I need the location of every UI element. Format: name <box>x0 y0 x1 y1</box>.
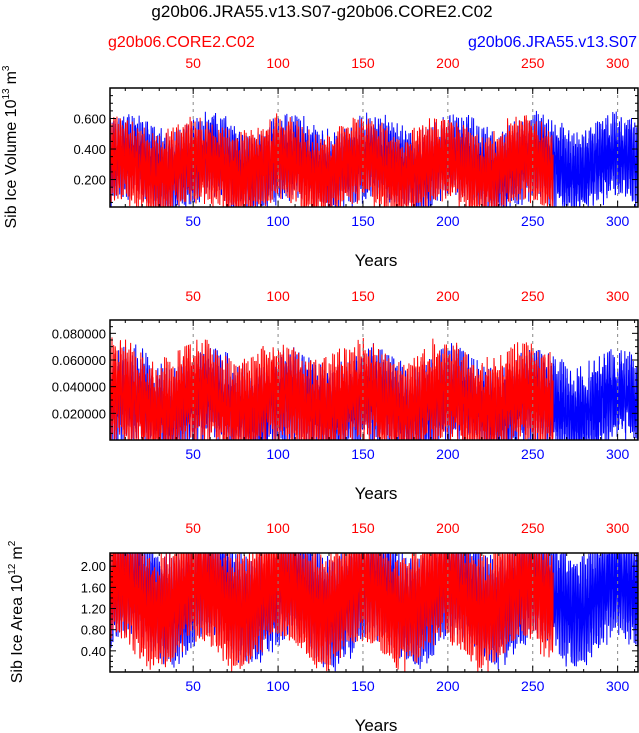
x-tick-label-bottom: 300 <box>606 678 630 694</box>
x-tick-label-bottom: 50 <box>185 213 201 229</box>
y-tick-label: 0.400 <box>73 142 106 157</box>
x-tick-label-top: 200 <box>436 55 460 71</box>
x-tick-label-top: 300 <box>606 55 630 71</box>
x-tick-label-bottom: 300 <box>606 446 630 462</box>
y-tick-label: 2.00 <box>81 559 106 574</box>
x-tick-label-top: 250 <box>521 55 545 71</box>
x-tick-label-bottom: 300 <box>606 213 630 229</box>
plot-frame <box>109 552 639 673</box>
x-tick-label-top: 200 <box>436 288 460 304</box>
x-tick-label-bottom: 100 <box>266 446 290 462</box>
x-tick-label-top: 200 <box>436 520 460 536</box>
x-tick-label-top: 300 <box>606 520 630 536</box>
x-tick-label-bottom: 150 <box>351 446 375 462</box>
x-tick-label-bottom: 50 <box>185 678 201 694</box>
x-tick-label-top: 150 <box>351 288 375 304</box>
x-tick-label-bottom: 100 <box>266 213 290 229</box>
x-tick-label-bottom: 250 <box>521 213 545 229</box>
y-tick-label: 0.040000 <box>52 380 106 395</box>
series-line-red <box>110 113 554 207</box>
x-tick-label-bottom: 100 <box>266 678 290 694</box>
y-tick-label: 1.20 <box>81 602 106 617</box>
x-tick-label-top: 50 <box>185 288 201 304</box>
x-tick-label-top: 250 <box>521 288 545 304</box>
x-tick-label-bottom: 200 <box>436 213 460 229</box>
x-tick-label-bottom: 250 <box>521 678 545 694</box>
x-tick-label-bottom: 150 <box>351 678 375 694</box>
series-line-red <box>110 553 554 672</box>
x-tick-label-top: 150 <box>351 55 375 71</box>
x-axis-label: Years <box>355 251 398 270</box>
x-tick-label-top: 100 <box>266 55 290 71</box>
y-tick-label: 0.80 <box>81 623 106 638</box>
legend-left-label: g20b06.CORE2.C02 <box>108 34 255 51</box>
y-tick-label: 0.200 <box>73 173 106 188</box>
chart-panel-3: 50 100 150 200 250 300 50 100 150 200 250 300 0.40 0.… <box>7 520 639 733</box>
y-tick-label: 0.020000 <box>52 406 106 421</box>
y-axis-label: Sib Ice Area 1012m2 <box>7 540 26 683</box>
x-tick-label-bottom: 250 <box>521 446 545 462</box>
plot-frame <box>109 87 639 208</box>
chart-panel-1: 50 100 150 200 250 300 50 100 150 200 250 300 0.200 0… <box>1 55 639 270</box>
x-tick-label-bottom: 200 <box>436 446 460 462</box>
x-tick-label-top: 100 <box>266 288 290 304</box>
x-axis-label: Years <box>355 484 398 503</box>
legend-right-label: g20b06.JRA55.v13.S07 <box>468 34 637 51</box>
y-tick-label: 0.060000 <box>52 353 106 368</box>
x-tick-label-bottom: 50 <box>185 446 201 462</box>
y-tick-label: 0.080000 <box>52 326 106 341</box>
x-tick-label-top: 300 <box>606 288 630 304</box>
x-tick-label-top: 50 <box>185 520 201 536</box>
chart-panel-2: 50 100 150 200 250 300 50 100 150 200 250 300 0.0200… <box>52 288 639 503</box>
y-axis-label: Sib Ice Volume 1013m3 <box>1 65 20 228</box>
x-tick-label-bottom: 200 <box>436 678 460 694</box>
x-tick-label-bottom: 150 <box>351 213 375 229</box>
x-tick-label-top: 100 <box>266 520 290 536</box>
series-line-red <box>110 337 554 440</box>
x-tick-label-top: 250 <box>521 520 545 536</box>
y-tick-label: 1.60 <box>81 580 106 595</box>
y-tick-label: 0.600 <box>73 112 106 127</box>
figure-title: g20b06.JRA55.v13.S07-g20b06.CORE2.C02 <box>151 2 492 21</box>
y-tick-label: 0.40 <box>81 644 106 659</box>
x-tick-label-top: 150 <box>351 520 375 536</box>
x-axis-label: Years <box>355 716 398 733</box>
x-tick-label-top: 50 <box>185 55 201 71</box>
